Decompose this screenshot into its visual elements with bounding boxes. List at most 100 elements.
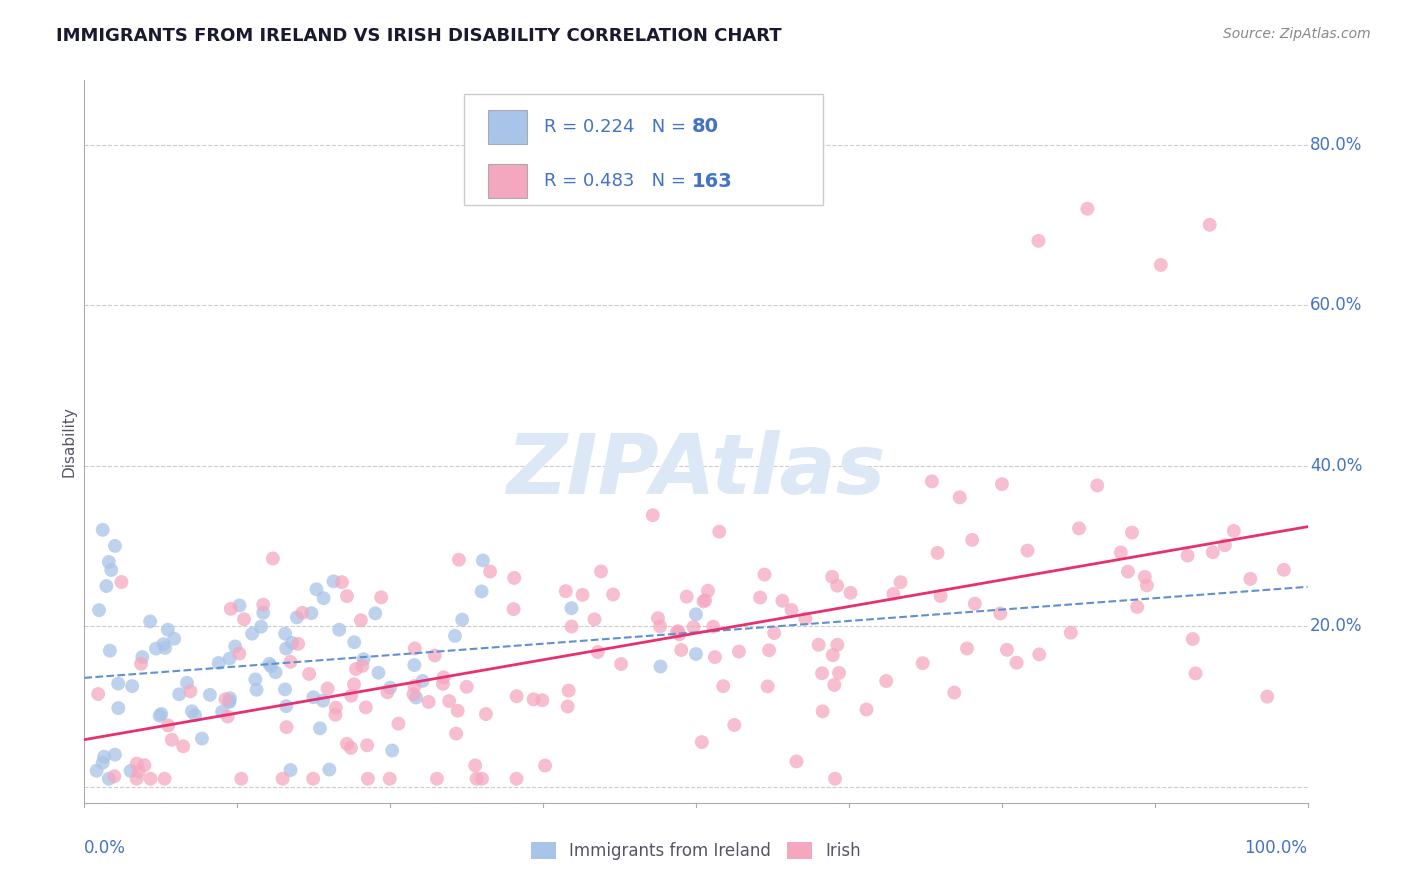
Point [641,508,664,523]
Point [231,772,253,786]
Point [1109,545,1132,559]
Point [299,606,322,620]
Point [786,755,808,769]
Point [505,772,527,786]
Point [586,645,609,659]
Point [763,626,786,640]
Point [153,772,176,786]
Point [1150,258,1173,272]
Point [353,652,375,666]
Point [1239,572,1261,586]
Point [309,722,332,736]
Point [250,620,273,634]
Point [875,673,897,688]
Point [1136,578,1159,592]
Point [475,707,498,722]
Point [807,638,830,652]
Point [502,602,524,616]
Point [285,610,308,624]
Point [825,579,848,593]
Point [811,666,834,681]
Point [827,638,849,652]
Point [325,700,347,714]
Point [153,640,176,655]
Point [1116,565,1139,579]
Point [318,763,340,777]
Point [152,637,174,651]
Point [675,590,697,604]
Legend: Immigrants from Ireland, Irish: Immigrants from Ireland, Irish [524,835,868,867]
Point [107,676,129,690]
Point [756,680,779,694]
Point [128,764,150,779]
Point [191,731,214,746]
Point [666,624,689,639]
Point [120,764,142,778]
Point [104,539,127,553]
Point [444,726,467,740]
Point [350,613,373,627]
Point [404,658,426,673]
Point [87,603,110,617]
Point [561,619,583,633]
Text: ZIPAtlas: ZIPAtlas [506,430,886,511]
Point [367,665,389,680]
Point [100,563,122,577]
Point [129,657,152,671]
Point [685,647,707,661]
Point [749,591,772,605]
Point [228,647,250,661]
Point [322,574,344,589]
Point [451,613,474,627]
Point [479,565,502,579]
Point [356,739,378,753]
Point [167,687,190,701]
Point [583,612,606,626]
Point [929,589,952,603]
Point [252,606,274,620]
Point [336,589,359,603]
Point [276,641,298,656]
Point [522,692,544,706]
Point [432,670,454,684]
Point [402,687,425,701]
Point [291,606,314,620]
Point [179,684,201,698]
Point [262,551,284,566]
Point [364,607,387,621]
Point [211,705,233,719]
Point [610,657,633,671]
Point [1085,478,1108,492]
Point [882,587,904,601]
Point [1126,599,1149,614]
Point [245,673,267,687]
Point [252,598,274,612]
Text: 100.0%: 100.0% [1244,838,1308,857]
Point [824,772,846,786]
Y-axis label: Disability: Disability [60,406,76,477]
Point [219,602,242,616]
Point [134,758,156,772]
Point [589,565,612,579]
Point [1184,666,1206,681]
Point [432,677,454,691]
Point [758,643,780,657]
Point [218,651,240,665]
Text: 0.0%: 0.0% [84,838,127,857]
Point [988,607,1011,621]
Point [312,591,335,606]
Point [1133,570,1156,584]
Point [172,739,194,754]
Point [963,597,986,611]
Point [96,579,118,593]
Point [125,772,148,786]
Point [131,650,153,665]
Point [97,555,120,569]
Text: R = 0.483   N =: R = 0.483 N = [544,172,692,190]
Point [503,571,526,585]
Point [97,772,120,786]
Point [217,709,239,723]
Point [1177,549,1199,563]
Point [208,656,231,670]
Point [534,758,557,772]
